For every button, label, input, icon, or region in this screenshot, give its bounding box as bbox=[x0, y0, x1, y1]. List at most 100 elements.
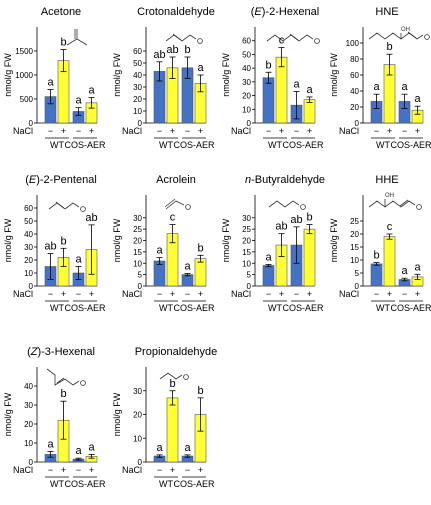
y-axis-label: nmol/g FW bbox=[329, 53, 339, 97]
significance-letter: a bbox=[47, 439, 54, 451]
y-axis-label: nmol/g FW bbox=[3, 53, 13, 97]
treatment-sign: − bbox=[76, 465, 81, 475]
y-tick-label: 5 bbox=[138, 271, 143, 280]
significance-letter: a bbox=[401, 81, 408, 93]
treatment-sign: − bbox=[185, 126, 190, 136]
y-tick-label: 500 bbox=[20, 95, 34, 104]
treatment-sign: − bbox=[76, 289, 81, 299]
treatment-sign: + bbox=[279, 289, 284, 299]
genotype-label: COS-AER bbox=[64, 479, 106, 489]
bar bbox=[181, 274, 194, 287]
y-tick-label: 25 bbox=[350, 217, 359, 226]
y-tick-label: 20 bbox=[133, 95, 142, 104]
bar bbox=[166, 397, 179, 463]
y-tick-label: 60 bbox=[133, 47, 142, 56]
y-tick-label: 10 bbox=[24, 269, 33, 278]
y-tick-label: 30 bbox=[24, 401, 33, 410]
y-tick-label: 0 bbox=[138, 119, 143, 128]
chart-title-part: Acrolein bbox=[156, 174, 196, 186]
y-tick-label: 30 bbox=[24, 243, 33, 252]
treatment-sign: + bbox=[89, 465, 94, 475]
y-axis-label: nmol/g FW bbox=[112, 392, 122, 436]
treatment-sign: − bbox=[157, 126, 162, 136]
chart-title-part: n bbox=[245, 174, 251, 186]
significance-letter: a bbox=[75, 95, 82, 107]
chart-title-part: HHE bbox=[375, 174, 398, 186]
nacl-label: NaCl bbox=[122, 289, 142, 299]
structure-bond bbox=[368, 31, 424, 40]
y-tick-label: 30 bbox=[133, 387, 142, 396]
structure-bond bbox=[164, 198, 185, 210]
nacl-label: NaCl bbox=[231, 126, 251, 136]
treatment-sign: − bbox=[266, 289, 271, 299]
y-tick-label: 30 bbox=[242, 214, 251, 223]
significance-letter: a bbox=[414, 93, 421, 105]
chart-panel: n-Butyraldehyde nmol/g FW 0 5 10 15 20 25 30 a aba… bbox=[221, 174, 325, 313]
significance-letter: a bbox=[88, 441, 95, 453]
y-tick-label: 0 bbox=[138, 458, 143, 467]
y-tick-label: 20 bbox=[133, 237, 142, 246]
structure-label: OH bbox=[385, 193, 394, 199]
y-tick-label: 0 bbox=[29, 119, 34, 128]
y-tick-label: 50 bbox=[133, 59, 142, 68]
significance-letter: b bbox=[60, 388, 66, 400]
significance-letter: ab bbox=[85, 212, 97, 224]
structure-sketch: OH bbox=[368, 27, 430, 40]
treatment-sign: − bbox=[402, 289, 407, 299]
significance-letter: b bbox=[306, 212, 312, 224]
genotype-label: COS-AER bbox=[173, 303, 215, 313]
chart-title-part: Propionaldehyde bbox=[135, 346, 218, 358]
structure-sketch bbox=[266, 33, 320, 44]
chart-panel: (E)-2-Hexenal nmol/g FW 0 10 20 30 40 50 60 bc a a N… bbox=[221, 6, 324, 150]
structure-bond bbox=[268, 200, 300, 208]
structure-sketch bbox=[164, 198, 191, 210]
significance-letter: ab bbox=[153, 49, 165, 61]
y-tick-label: 30 bbox=[242, 78, 251, 87]
bar bbox=[303, 99, 316, 124]
bar bbox=[370, 263, 383, 287]
y-tick-label: 30 bbox=[133, 214, 142, 223]
chart-title-part: ( bbox=[27, 346, 31, 358]
nacl-label: NaCl bbox=[13, 465, 33, 475]
genotype-label: COS-AER bbox=[173, 479, 215, 489]
chart-title-part: E bbox=[254, 6, 262, 18]
chart-title-part: )-2-Hexenal bbox=[262, 6, 319, 18]
significance-letter: a bbox=[401, 265, 408, 277]
y-tick-label: 40 bbox=[242, 64, 251, 73]
y-tick-label: 10 bbox=[133, 107, 142, 116]
nacl-label: NaCl bbox=[231, 289, 251, 299]
nacl-label: NaCl bbox=[339, 289, 359, 299]
chart-title-part: -Butyraldehyde bbox=[251, 174, 325, 186]
y-tick-label: 10 bbox=[133, 259, 142, 268]
chart-panel: Propionaldehyde nmol/g FW 0 10 20 30 a b a b NaCl −… bbox=[112, 346, 217, 489]
structure-sketch: OH bbox=[368, 193, 422, 210]
significance-letter: a bbox=[184, 442, 191, 454]
y-tick-label: 60 bbox=[242, 37, 251, 46]
significance-letter: a bbox=[184, 260, 191, 272]
treatment-sign: + bbox=[198, 465, 203, 475]
chart-title: (E)-2-Pentenal bbox=[25, 174, 97, 186]
y-tick-label: 0 bbox=[29, 282, 34, 291]
treatment-sign: − bbox=[266, 126, 271, 136]
y-axis-label: nmol/g FW bbox=[3, 218, 13, 262]
treatment-sign: + bbox=[170, 126, 175, 136]
significance-letter: a bbox=[293, 78, 300, 90]
y-tick-label: 0 bbox=[355, 282, 360, 291]
nacl-label: NaCl bbox=[122, 126, 142, 136]
y-tick-label: 60 bbox=[24, 204, 33, 213]
y-tick-label: 15 bbox=[242, 248, 251, 257]
structure-sketch bbox=[159, 372, 189, 380]
bar bbox=[262, 77, 275, 124]
y-tick-label: 20 bbox=[350, 230, 359, 239]
y-tick-label: 5 bbox=[355, 269, 360, 278]
genotype-label: COS-AER bbox=[282, 303, 324, 313]
structure-oxygen bbox=[314, 38, 320, 44]
structure-oxygen bbox=[416, 204, 422, 210]
structure-bond bbox=[48, 201, 80, 210]
significance-letter: a bbox=[156, 245, 163, 257]
y-axis-label: nmol/g FW bbox=[3, 392, 13, 436]
